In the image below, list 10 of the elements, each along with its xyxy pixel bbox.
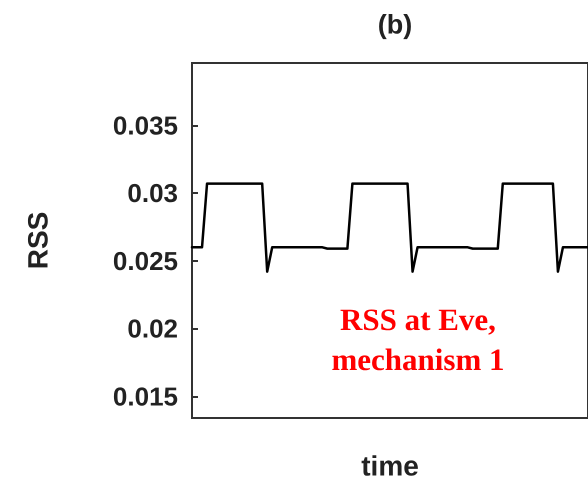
y-tick-label: 0.015 <box>112 381 178 412</box>
y-tick-label: 0.02 <box>127 314 178 344</box>
x-axis-title: time <box>361 450 419 482</box>
y-axis-title: RSS <box>22 212 54 270</box>
y-tick-label: 0.025 <box>112 246 178 276</box>
line-series <box>190 182 588 273</box>
y-tick-label: 0.03 <box>127 178 178 208</box>
chart-title: (b) <box>378 10 412 40</box>
y-tick-label: 0.035 <box>112 110 178 140</box>
annotation: RSS at Eve, mechanism 1 <box>330 301 506 379</box>
